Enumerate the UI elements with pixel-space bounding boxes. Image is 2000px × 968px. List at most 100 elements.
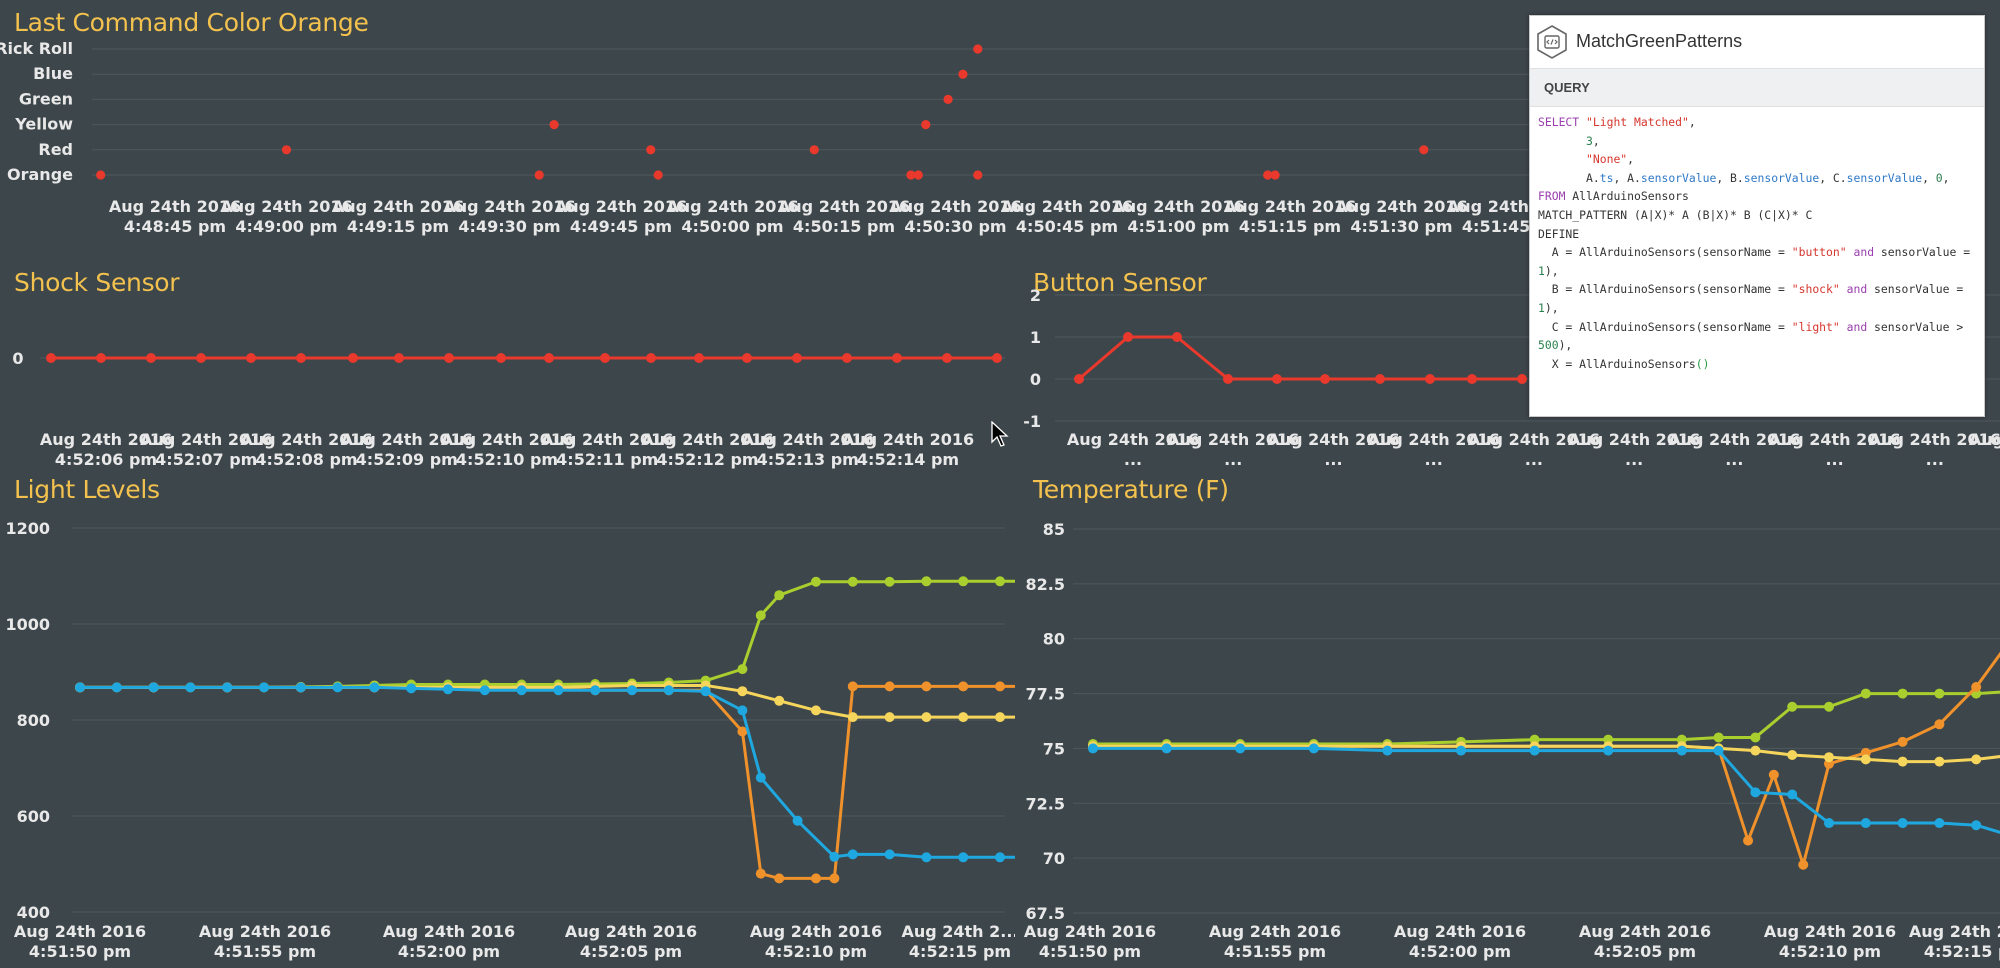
x-tick-label: Aug 24th 2016 [1394,922,1526,941]
query-token: ), [1545,264,1559,278]
x-tick-label: 4:50:15 pm [793,217,895,236]
x-tick-label: 4:52:10 pm [456,450,558,469]
button-point [1074,374,1084,384]
light-green-point [885,577,895,587]
query-token: , B. [1716,171,1743,185]
x-tick-label: ... [1224,450,1242,469]
shock-chart: 0Aug 24th 20164:52:06 pmAug 24th 20164:5… [0,290,1015,470]
button-point [1425,374,1435,384]
x-tick-label: ... [1825,450,1843,469]
x-tick-label: ... [1625,450,1643,469]
y-tick-label: Green [19,89,73,108]
temp-yellow-point [1750,746,1760,756]
x-tick-label: Aug 24th 2016 [750,922,882,941]
light-green-point [848,577,858,587]
query-line: MATCH_PATTERN (A|X)* A (B|X)* B (C|X)* C [1538,206,1984,225]
query-line: C = AllArduinoSensors(sensorName = "ligh… [1538,318,1984,337]
temp-orange-point [1898,737,1908,747]
query-line: 1), [1538,262,1984,281]
light-orange-point [774,873,784,883]
x-tick-label: 4:52:05 pm [580,942,682,961]
query-token: ), [1559,338,1573,352]
temp-yellow-point [1898,757,1908,767]
x-tick-label: 4:52:06 pm [55,450,157,469]
button-point [1375,374,1385,384]
x-tick-label: Aug 24th 2016 [1209,922,1341,941]
light-blue-point [701,686,711,696]
y-tick-label: Yellow [14,115,73,134]
query-code[interactable]: SELECT "Light Matched", 3, "None", A.ts,… [1530,107,1984,373]
query-token [1840,282,1847,296]
query-token: 1 [1538,301,1545,315]
query-token: sensorValue > [1867,320,1963,334]
light-orange-point [921,681,931,691]
y-tick-label: 67.5 [1026,904,1065,923]
light-blue-point [406,683,416,693]
command-point [914,170,923,179]
query-token: ts [1600,171,1614,185]
y-tick-label: 77.5 [1026,685,1065,704]
query-line: FROM AllArduinoSensors [1538,187,1984,206]
y-tick-label: 0 [1030,370,1041,389]
shock-point [196,353,206,363]
query-token: 0 [1936,171,1943,185]
temp-blue-point [1309,743,1319,753]
x-tick-label: 4:52:13 pm [757,450,859,469]
temp-green-point [1714,732,1724,742]
x-tick-label: Aug 24th 2016 [199,922,331,941]
query-popup[interactable]: MatchGreenPatterns QUERY SELECT "Light M… [1529,15,1985,417]
command-point [654,170,663,179]
light-yellow-point [811,705,821,715]
temp-blue-point [1824,818,1834,828]
query-token: sensorValue [1641,171,1716,185]
temp-orange-point [1934,719,1944,729]
x-tick-label: 4:52:00 pm [1409,942,1511,961]
temp-orange-point [1743,836,1753,846]
temp-blue-point [1750,787,1760,797]
y-tick-label: 82.5 [1026,575,1065,594]
query-token: "shock" [1792,282,1840,296]
x-tick-label: Aug 24th 2016 [1969,430,2000,449]
temp-green-point [1934,689,1944,699]
query-token: SELECT [1538,115,1586,129]
query-token: sensorValue [1847,171,1922,185]
x-tick-label: Aug 24th 2016 [1579,922,1711,941]
query-token: , C. [1819,171,1846,185]
temp-green-point [1824,702,1834,712]
x-tick-label: ... [1725,450,1743,469]
light-chart-title: Light Levels [14,475,160,504]
x-tick-label: 4:51:55 pm [1224,942,1326,961]
query-token [1840,320,1847,334]
command-point [958,70,967,79]
query-line: "None", [1538,150,1984,169]
command-point [1271,170,1280,179]
x-tick-label: 4:48:45 pm [124,217,226,236]
command-point [921,120,930,129]
query-line: A.ts, A.sensorValue, B.sensorValue, C.se… [1538,169,1984,188]
mouse-cursor-icon [991,421,1011,449]
x-tick-label: Aug 24th 2016 [1909,922,2000,941]
x-tick-label: 4:51:45 pm [1462,217,1530,236]
query-line: 1), [1538,299,1984,318]
temp-green-point [1750,732,1760,742]
light-chart: 12001000800600400Aug 24th 20164:51:50 pm… [0,510,1015,968]
query-token: and [1847,282,1868,296]
light-yellow-point [921,712,931,722]
query-token: , [1627,152,1634,166]
x-tick-label: 4:52:12 pm [656,450,758,469]
x-tick-label: 4:49:30 pm [458,217,560,236]
query-token: MATCH_PATTERN (A|X)* A (B|X)* B (C|X)* C [1538,208,1812,222]
light-blue-point [958,852,968,862]
light-blue-point [848,849,858,859]
light-yellow-point [958,712,968,722]
light-blue-point [664,685,674,695]
x-tick-label: 4:51:50 pm [1039,942,1141,961]
x-tick-label: 4:49:00 pm [235,217,337,236]
temp-blue-point [1787,790,1797,800]
y-tick-label: 2 [1030,286,1041,305]
light-blue-line [80,687,1015,857]
query-line: B = AllArduinoSensors(sensorName = "shoc… [1538,280,1984,299]
x-tick-label: 4:52:07 pm [155,450,257,469]
y-tick-label: 75 [1043,739,1065,758]
temp-blue-point [1162,743,1172,753]
